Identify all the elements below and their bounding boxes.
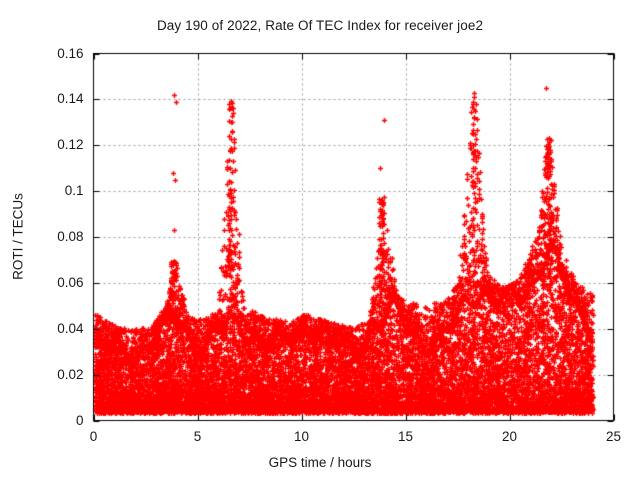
yaxis-tick-label: 0.12 — [57, 137, 84, 153]
yaxis-tick-label: 0.06 — [57, 274, 84, 290]
xaxis-tick-label: 0 — [89, 428, 98, 444]
yaxis-tick-label: 0.08 — [57, 229, 84, 244]
yaxis-tick-label: 0.04 — [57, 320, 84, 336]
xaxis-title: GPS time / hours — [268, 455, 372, 470]
xaxis-tick-label: 10 — [293, 428, 310, 444]
xaxis-tick-label: 25 — [605, 428, 622, 444]
yaxis-tick-label: 0.1 — [64, 183, 84, 199]
xaxis-tick-label: 15 — [397, 428, 414, 444]
yaxis-tick-label: 0 — [75, 412, 84, 428]
xaxis-tick-label: 5 — [193, 428, 202, 444]
yaxis-tick-label: 0.14 — [57, 91, 84, 107]
yaxis-tick-label: 0.02 — [57, 366, 84, 382]
yaxis-tick-label: 0.16 — [57, 45, 84, 61]
xaxis-tick-label: 20 — [501, 428, 518, 444]
